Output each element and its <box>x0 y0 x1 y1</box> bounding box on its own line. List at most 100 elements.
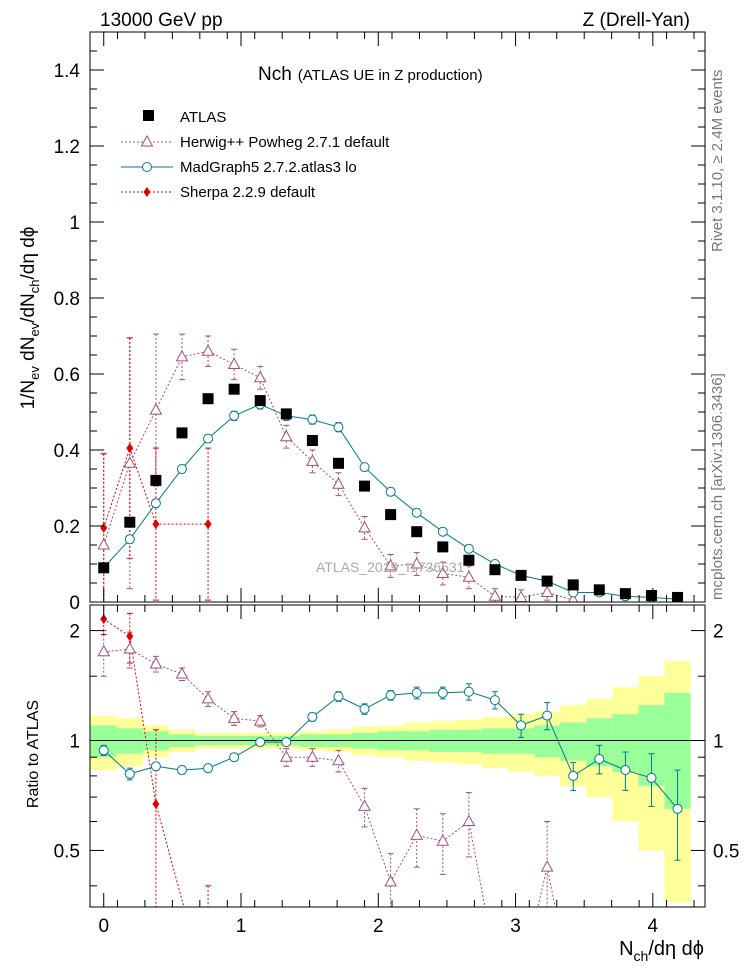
atlas-data-point <box>567 579 579 591</box>
atlas-data-point <box>254 395 266 407</box>
sherpa-point <box>152 519 160 530</box>
sherpa-point <box>204 519 212 530</box>
atlas-data-point <box>228 383 240 395</box>
madgraph-ratio-point <box>150 761 161 772</box>
atlas-data-point <box>672 591 684 602</box>
legend-atlas-marker <box>143 110 154 121</box>
ratio-band-inner-bin <box>116 728 143 754</box>
energy-label: 13000 GeV pp <box>100 10 223 31</box>
atlas-data-point <box>463 554 475 566</box>
y-tick-label: 0.2 <box>54 517 80 538</box>
madgraph-ratio-point <box>542 710 553 721</box>
madgraph-point <box>176 464 187 474</box>
atlas-data-point <box>280 408 292 420</box>
atlas-data-point <box>124 516 136 528</box>
herwig-ratio-point <box>358 799 371 811</box>
legend-sherpa-label: Sherpa 2.2.9 default <box>180 184 316 201</box>
herwig-point <box>227 357 241 369</box>
x-tick-label: 1 <box>236 916 247 937</box>
ratio-y-tick-label: 0.5 <box>54 841 80 862</box>
herwig-ratio-point <box>332 753 345 766</box>
top-y-axis-label: 1/Nev dNev/dNch/dη dϕ <box>18 227 42 410</box>
herwig-point <box>123 456 137 468</box>
madgraph-point <box>411 507 422 518</box>
madgraph-ratio-point <box>594 753 605 764</box>
herwig-ratio-point <box>306 750 319 762</box>
madgraph-ratio-point <box>176 765 187 776</box>
x-tick-label: 3 <box>510 916 521 937</box>
main-panel <box>97 333 684 602</box>
herwig-ratio-point <box>227 711 241 723</box>
atlas-data-point <box>98 562 110 574</box>
herwig-ratio-point <box>97 644 111 657</box>
madgraph-ratio-point <box>516 720 527 731</box>
herwig-ratio-point <box>384 874 397 887</box>
madgraph-point <box>307 414 318 425</box>
process-label: Z (Drell-Yan) <box>583 10 690 31</box>
atlas-data-point <box>202 393 214 405</box>
herwig-ratio-point <box>462 814 476 827</box>
ratio-y-tick-label: 1 <box>69 732 80 753</box>
legend-herwig-marker <box>140 134 154 147</box>
atlas-data-point <box>515 569 527 581</box>
y-tick-label: 1.2 <box>54 137 80 158</box>
atlas-data-point <box>437 541 449 553</box>
ratio-band-inner-bin <box>534 725 561 758</box>
atlas-data-point <box>593 584 605 596</box>
sherpa-point <box>100 522 108 533</box>
ratio-y-tick-label-right: 1 <box>713 732 724 753</box>
madgraph-point <box>333 422 344 433</box>
herwig-point <box>410 556 424 569</box>
sherpa-ratio-point <box>100 614 108 625</box>
atlas-data-point <box>619 588 631 600</box>
herwig-point <box>306 454 319 466</box>
madgraph-ratio-point <box>333 691 344 702</box>
madgraph-ratio-point <box>385 690 396 701</box>
madgraph-ratio-point <box>411 687 422 698</box>
y-tick-label: 1 <box>69 213 80 234</box>
madgraph-ratio-point <box>646 772 657 783</box>
madgraph-ratio-point <box>463 686 474 697</box>
herwig-point <box>149 403 163 415</box>
sherpa-ratio-point <box>152 799 160 810</box>
herwig-point <box>568 593 579 602</box>
herwig-ratio-point <box>175 667 189 679</box>
ratio-band-inner-bin <box>560 722 587 761</box>
sherpa-ratio-point <box>126 631 134 642</box>
x-tick-label: 0 <box>98 916 109 937</box>
herwig-ratio-point <box>253 714 267 726</box>
y-tick-label: 1.4 <box>54 61 81 82</box>
herwig-point <box>332 477 345 489</box>
y-tick-label: 0.6 <box>54 365 80 386</box>
legend-madgraph-label: MadGraph5 2.7.2.atlas3 lo <box>180 159 357 176</box>
madgraph-point <box>463 543 474 554</box>
sherpa-line <box>103 446 209 529</box>
herwig-ratio-point <box>149 656 163 669</box>
legend-atlas-label: ATLAS <box>180 109 226 126</box>
herwig-point <box>462 570 476 582</box>
atlas-data-point <box>332 457 344 469</box>
madgraph-ratio-point <box>307 711 318 722</box>
ratio-y-axis-label: Ratio to ATLAS <box>25 700 42 808</box>
madgraph-ratio-point <box>124 768 135 779</box>
madgraph-ratio-point <box>281 737 292 748</box>
herwig-ratio-point <box>410 828 424 840</box>
herwig-ratio-point <box>540 860 554 872</box>
atlas-data-point <box>150 474 162 486</box>
herwig-point <box>279 429 293 442</box>
herwig-ratio-point <box>123 642 137 654</box>
herwig-ratio-point <box>489 954 500 964</box>
herwig-point <box>175 349 189 362</box>
ratio-frame <box>89 604 706 908</box>
atlas-data-point <box>411 526 423 538</box>
herwig-point <box>358 520 371 533</box>
atlas-data-point <box>359 480 371 492</box>
madgraph-point <box>437 526 448 537</box>
ratio-band-inner-bin <box>481 728 509 754</box>
ratio-y-tick-label-right: 2 <box>713 622 724 643</box>
atlas-data-point <box>489 564 501 576</box>
madgraph-point <box>359 462 370 473</box>
madgraph-point <box>203 433 214 444</box>
herwig-point <box>384 558 397 571</box>
